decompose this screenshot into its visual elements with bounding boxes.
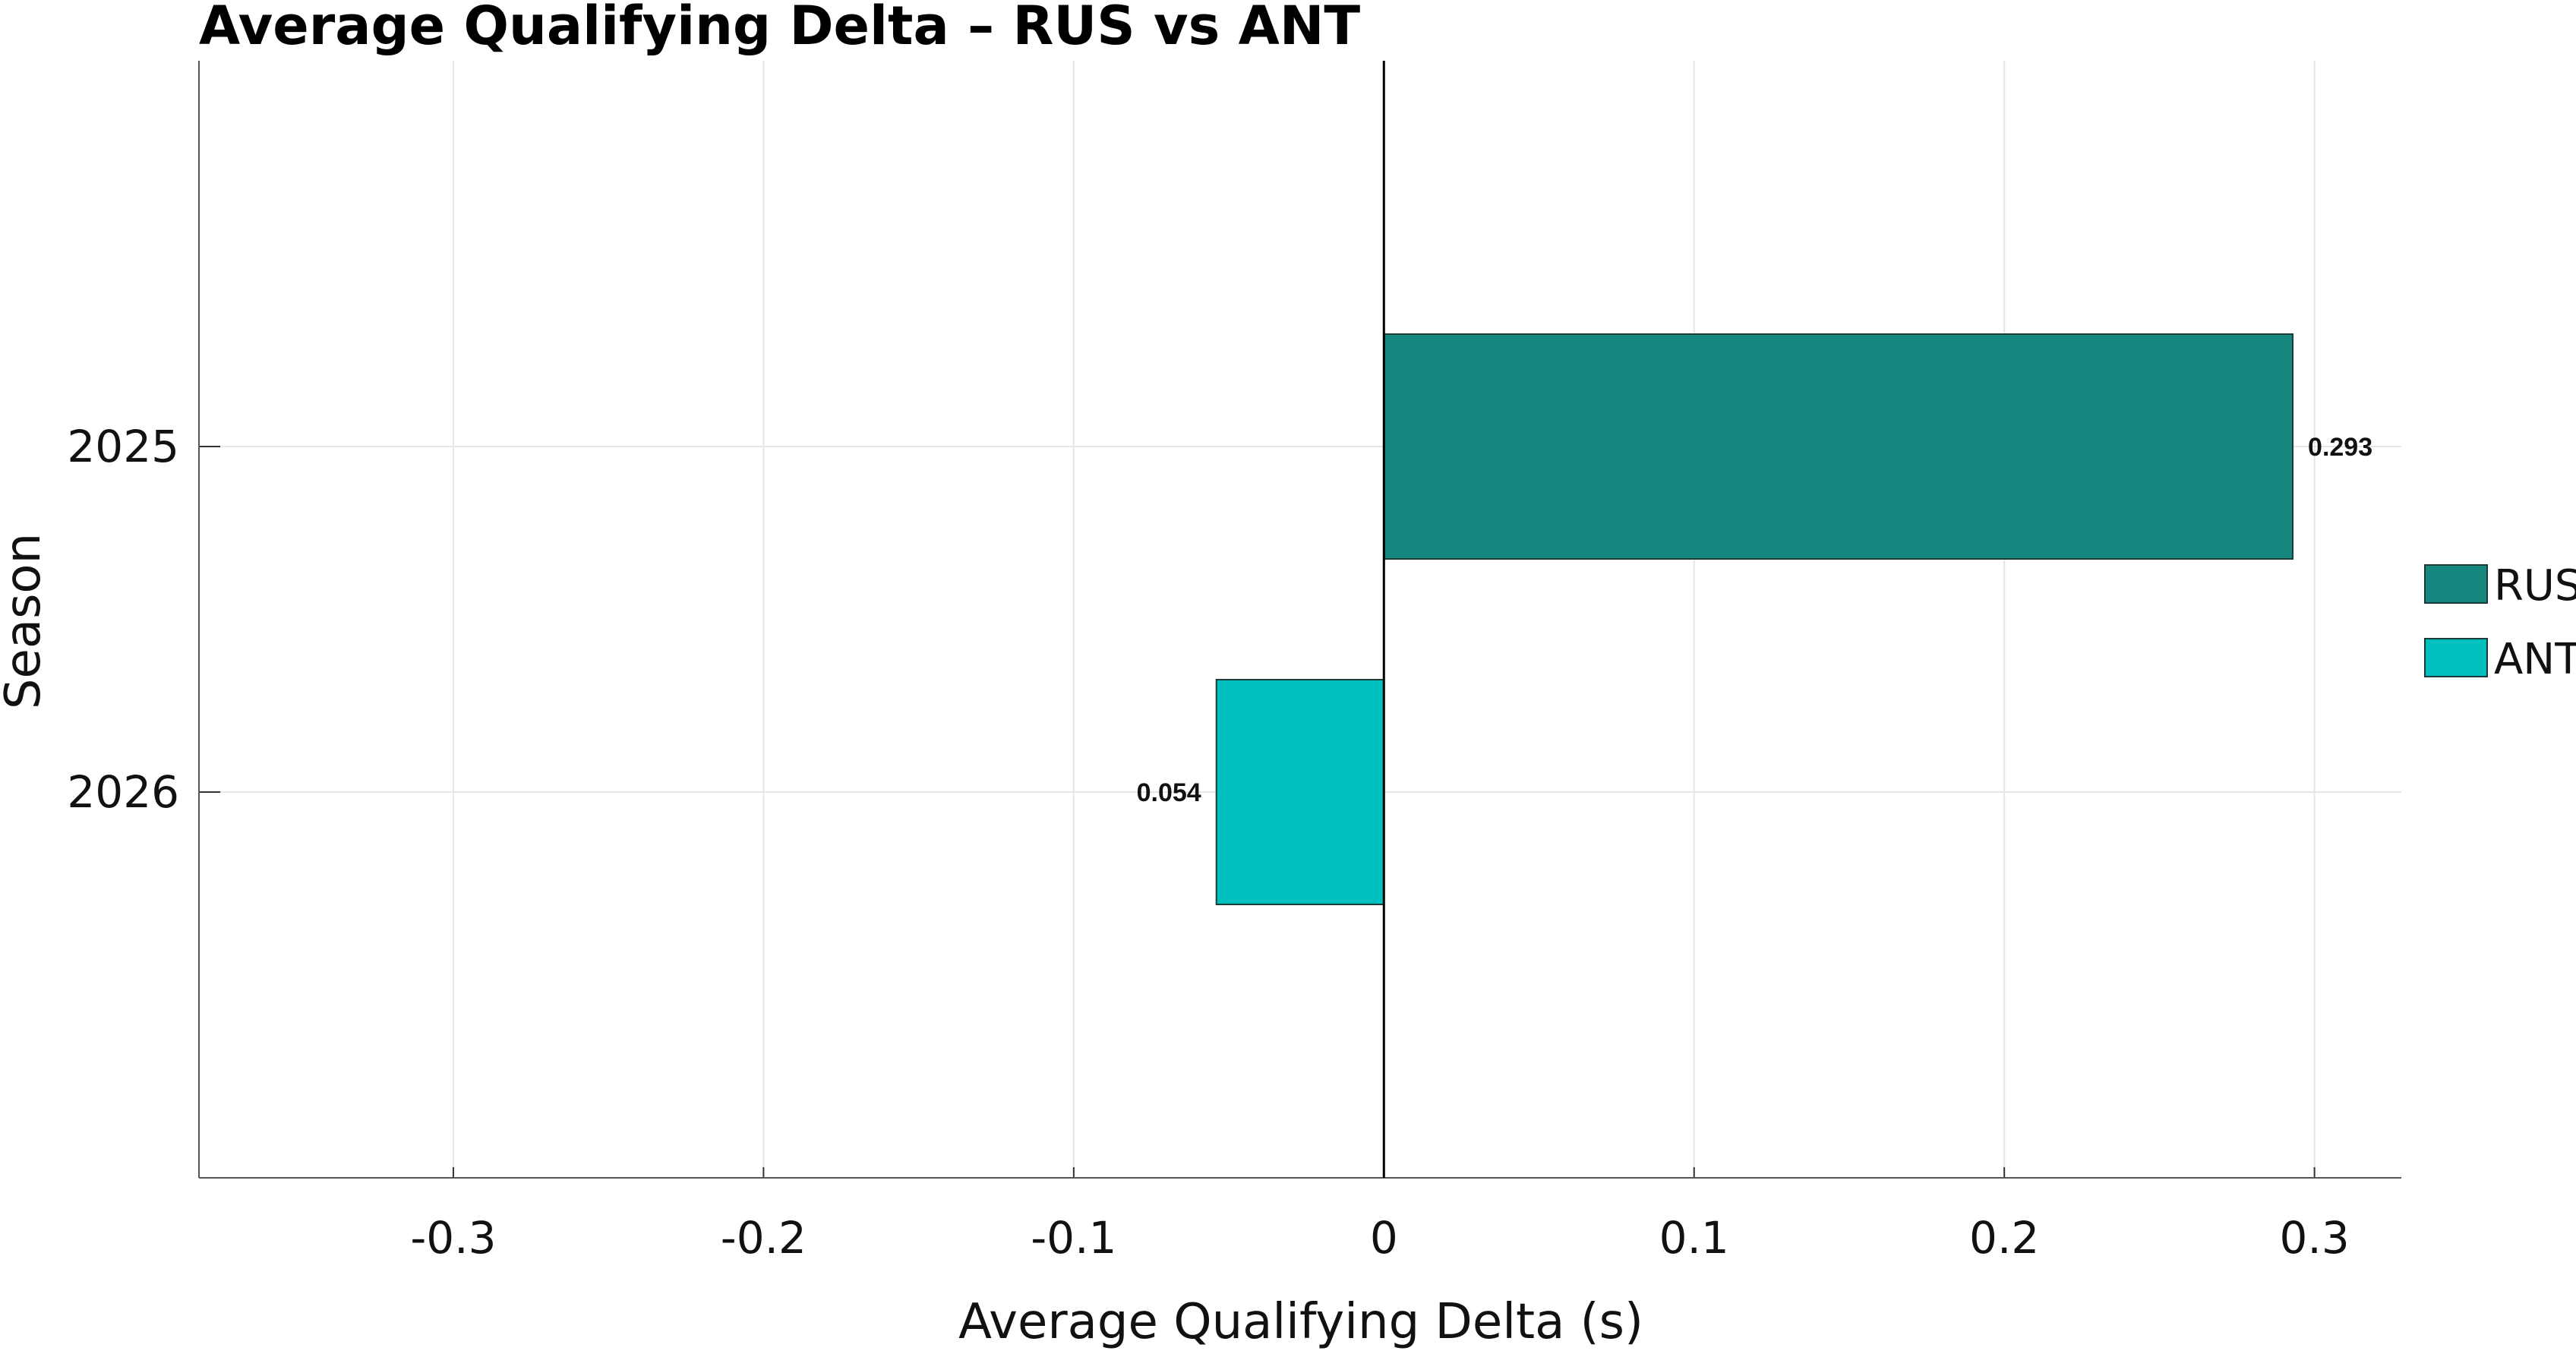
x-tick-label: 0.3 [2280,1212,2350,1264]
data-label: 0.054 [1137,778,1201,807]
y-tick-label: 2026 [67,766,179,818]
x-tick-label: -0.2 [721,1212,807,1264]
bar-rus [1383,333,2294,560]
axes: -0.3 -0.2 -0.1 0 0.1 0.2 0.3 2025 2026 [67,61,2401,1264]
data-label: 0.293 [2308,433,2372,462]
chart-title: Average Qualifying Delta – RUS vs ANT [199,0,1360,57]
legend: RUS ANT [2424,561,2576,684]
x-tick-label: 0.1 [1659,1212,1729,1264]
legend-label-rus: RUS [2494,561,2576,611]
y-tick-label: 2025 [67,421,179,472]
x-tick-label: 0 [1370,1212,1398,1264]
x-tick-label: 0.2 [1969,1212,2039,1264]
legend-swatch-ant [2424,638,2488,677]
legend-label-ant: ANT [2494,635,2576,684]
y-axis-label: Season [0,533,52,709]
grid [199,61,2401,1178]
x-tick-label: -0.1 [1031,1212,1116,1264]
bar-ant [1215,679,1385,905]
legend-swatch-rus [2424,564,2488,604]
x-tick-label: -0.3 [410,1212,496,1264]
x-axis-label: Average Qualifying Delta (s) [958,1294,1643,1350]
bars: 0.293 0.054 [1137,333,2372,905]
